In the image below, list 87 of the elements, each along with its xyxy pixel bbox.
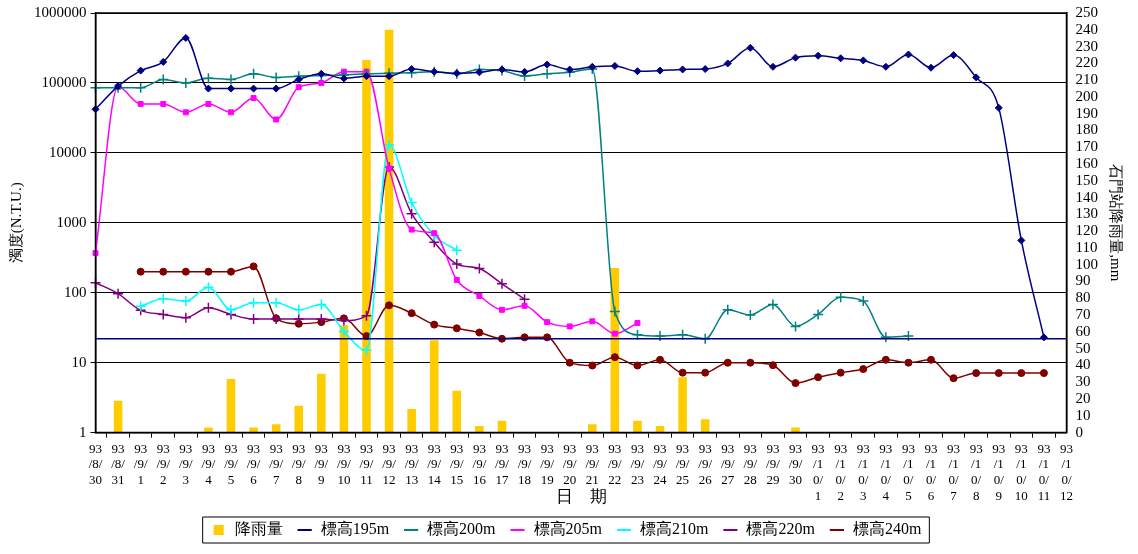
x-tick-label: 93/9/13: [404, 440, 419, 488]
x-axis-title: 日 期: [555, 486, 607, 506]
y2-tick-label: 160: [1075, 154, 1098, 171]
y2-tick-label: 110: [1075, 238, 1098, 255]
x-tick-label: 93/9/19: [540, 440, 555, 488]
y2-tick-label: 180: [1075, 121, 1098, 138]
x-tick-label: 93/9/1: [133, 440, 148, 488]
y2-tick-label: 240: [1075, 20, 1098, 37]
x-tick-label: 93/9/11: [359, 440, 374, 488]
x-tick-label: 93/9/8: [291, 440, 306, 488]
y2-tick-label: 130: [1075, 205, 1098, 222]
x-tick-label: 93/9/29: [766, 440, 781, 488]
y2-tick-label: 40: [1075, 356, 1091, 373]
x-tick-label: 93/9/17: [495, 440, 510, 488]
x-tick-label: 93/9/2: [156, 440, 171, 488]
y2-tick-label: 230: [1075, 37, 1098, 54]
x-tick-label: 93/9/27: [720, 440, 736, 488]
x-tick-label: 93/9/7: [269, 440, 284, 488]
x-tick-label: 93/10/11: [1037, 440, 1051, 503]
x-tick-label: 93/10/2: [834, 440, 848, 503]
x-tick-label: 93/9/24: [653, 440, 668, 488]
x-tick-label: 93/9/3: [178, 440, 194, 488]
legend-label: 降雨量: [234, 520, 283, 538]
legend-label: 標高200m: [427, 520, 497, 538]
y-axis-title: 濁度(N.T.U.): [7, 182, 25, 264]
x-tick-label: 93/9/20: [562, 440, 577, 488]
x-tick-label: 93/9/23: [630, 440, 645, 488]
x-tick-label: 93/10/10: [1014, 440, 1028, 503]
x-tick-label: 93/9/25: [675, 440, 690, 488]
y2-tick-label: 10: [1075, 406, 1091, 423]
x-tick-label: 93/9/22: [608, 440, 623, 488]
y2-tick-label: 120: [1075, 222, 1098, 239]
x-tick-label: 93/8/30: [88, 440, 103, 488]
y2-tick-label: 210: [1075, 71, 1098, 88]
y2-tick-label: 100: [1075, 255, 1098, 272]
y2-tick-label: 70: [1075, 306, 1091, 323]
x-tick-label: 93/9/21: [585, 440, 600, 488]
y2-tick-label: 190: [1075, 104, 1098, 121]
x-tick-label: 93/9/26: [698, 440, 713, 488]
y-tick-label: 100000: [41, 73, 87, 90]
y2-tick-label: 220: [1075, 54, 1098, 71]
y-tick-label: 1000: [56, 213, 87, 230]
y-tick-label: 10: [71, 353, 87, 370]
y-tick-label: 1000000: [34, 3, 87, 20]
x-tick-label: 93/9/30: [788, 440, 803, 488]
y2-tick-label: 170: [1075, 138, 1098, 155]
legend-label: 標高195m: [320, 520, 390, 538]
x-tick-label: 93/9/12: [382, 440, 397, 488]
x-tick-label: 93/10/7: [947, 440, 961, 503]
x-tick-label: 93/10/12: [1060, 440, 1073, 503]
y2-tick-label: 60: [1075, 322, 1091, 339]
y2-axis-title: 石門站降雨量,mm: [1108, 164, 1125, 282]
x-tick-label: 93/9/5: [224, 440, 239, 488]
y-tick-label: 10000: [49, 143, 87, 160]
x-tick-label: 93/10/1: [811, 440, 825, 503]
y2-tick-label: 80: [1075, 289, 1091, 306]
y2-tick-label: 30: [1075, 373, 1091, 390]
x-tick-label: 93/10/8: [969, 440, 983, 503]
x-tick-label: 93/9/6: [246, 440, 261, 488]
y2-tick-label: 90: [1075, 272, 1091, 289]
x-tick-label: 93/8/31: [111, 440, 126, 488]
y2-tick-label: 200: [1075, 87, 1098, 104]
x-tick-label: 93/10/5: [901, 440, 915, 503]
y2-tick-label: 140: [1075, 188, 1098, 205]
y2-tick-label: 50: [1075, 339, 1091, 356]
y2-tick-label: 0: [1075, 423, 1083, 440]
x-tick-label: 93/9/18: [517, 440, 532, 488]
y2-tick-label: 250: [1075, 3, 1098, 20]
x-tick-label: 93/10/3: [856, 440, 870, 503]
x-tick-label: 93/9/4: [201, 440, 216, 488]
legend-label: 標高210m: [640, 520, 709, 538]
y-tick-label: 1: [79, 423, 87, 440]
legend-label: 標高240m: [852, 520, 922, 538]
x-tick-label: 93/10/6: [924, 440, 938, 503]
y2-tick-label: 20: [1075, 389, 1091, 406]
y2-tick-label: 150: [1075, 171, 1098, 188]
legend-label: 標高205m: [533, 520, 603, 538]
legend-label: 標高220m: [746, 520, 816, 538]
x-tick-label: 93/9/9: [314, 440, 329, 488]
x-tick-label: 93/9/10: [337, 440, 352, 488]
y-tick-label: 100: [64, 283, 87, 300]
x-tick-label: 93/10/9: [992, 440, 1006, 503]
x-tick-label: 93/9/15: [449, 440, 465, 488]
x-tick-label: 93/10/4: [879, 440, 893, 503]
x-tick-label: 93/9/14: [427, 440, 442, 488]
x-tick-label: 93/9/16: [472, 440, 487, 488]
x-tick-label: 93/9/28: [743, 440, 758, 488]
